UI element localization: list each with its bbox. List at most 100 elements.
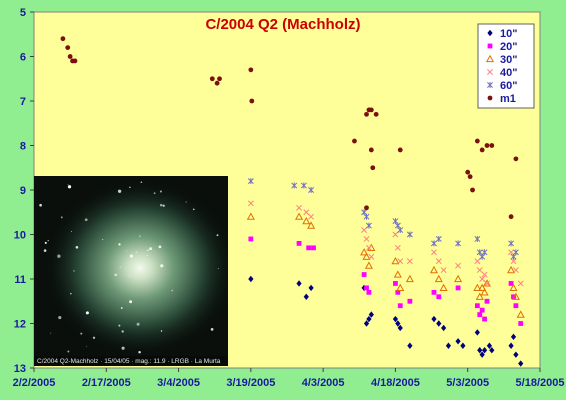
data-point — [482, 316, 487, 322]
data-point — [513, 303, 519, 309]
data-point — [482, 279, 492, 287]
data-point — [465, 169, 471, 175]
data-point — [477, 347, 483, 354]
data-point — [511, 292, 520, 300]
data-point — [65, 45, 71, 50]
data-point — [445, 342, 452, 349]
data-point — [303, 293, 309, 300]
data-point — [300, 182, 307, 189]
data-point — [397, 227, 404, 234]
y-tick-label: 5 — [20, 7, 26, 19]
data-point — [511, 294, 516, 300]
data-point — [518, 321, 524, 326]
data-point — [296, 241, 302, 246]
data-point — [480, 288, 489, 296]
y-tick-label: 10 — [14, 230, 26, 242]
data-point — [296, 204, 303, 211]
data-point — [363, 320, 370, 327]
data-point — [296, 280, 302, 287]
data-point — [397, 258, 404, 265]
legend-marker — [485, 54, 495, 63]
data-point — [509, 283, 518, 291]
data-point — [364, 261, 373, 269]
series-3 — [247, 200, 524, 287]
legend-marker — [487, 29, 493, 37]
series-4 — [247, 178, 519, 260]
data-point — [489, 143, 495, 148]
data-point — [429, 265, 439, 274]
data-point — [248, 67, 254, 73]
data-point — [395, 320, 401, 327]
data-point — [361, 227, 368, 234]
data-point — [295, 212, 304, 220]
data-point — [217, 76, 222, 82]
legend-label: 60" — [500, 80, 517, 92]
legend: 10"20"30"40"60"m1 — [477, 23, 535, 109]
data-point — [508, 281, 514, 286]
data-point — [365, 244, 372, 251]
data-point — [431, 289, 437, 295]
data-point — [455, 338, 461, 345]
data-point — [460, 342, 466, 349]
data-point — [308, 213, 315, 220]
data-point — [311, 245, 316, 251]
data-point — [370, 165, 376, 171]
data-point — [479, 307, 485, 313]
data-point — [396, 283, 405, 291]
data-point — [436, 294, 442, 300]
legend-marker — [487, 69, 493, 75]
data-point — [407, 298, 413, 304]
data-point — [470, 187, 475, 193]
series-1 — [248, 236, 524, 326]
data-point — [454, 274, 463, 283]
data-point — [475, 292, 484, 300]
legend-label: m1 — [500, 93, 516, 105]
inset-caption: C/2004 Q2-Machholz · 15/04/05 · mag.: 11… — [37, 358, 221, 365]
data-point — [363, 213, 370, 220]
data-point — [479, 147, 485, 153]
legend-marker — [487, 95, 493, 101]
y-tick-label: 13 — [14, 363, 26, 375]
data-point — [306, 245, 312, 251]
data-point — [364, 111, 369, 117]
comet-photo-inset: C/2004 Q2-Machholz · 15/04/05 · mag.: 11… — [34, 176, 228, 366]
data-point — [431, 249, 437, 256]
legend-label: 40" — [500, 67, 517, 79]
data-point — [477, 312, 483, 317]
x-tick-label: 5/3/2005 — [446, 377, 489, 389]
data-point — [308, 187, 315, 193]
data-point — [397, 303, 403, 309]
data-point — [512, 267, 519, 274]
legend-label: 20" — [500, 41, 517, 53]
data-point — [476, 267, 483, 274]
data-point — [481, 347, 488, 354]
legend-marker — [487, 43, 493, 49]
data-point — [508, 342, 514, 349]
data-point — [246, 212, 255, 220]
data-point — [455, 240, 462, 247]
data-point — [467, 174, 473, 180]
data-point — [406, 258, 413, 265]
data-point — [473, 283, 482, 291]
data-point — [484, 298, 490, 304]
y-tick-label: 8 — [20, 141, 26, 153]
data-point — [214, 80, 220, 86]
data-point — [249, 98, 255, 104]
data-point — [373, 111, 379, 117]
y-tick-label: 7 — [20, 96, 26, 108]
data-point — [361, 284, 367, 292]
data-point — [479, 276, 486, 282]
data-points — [60, 36, 525, 367]
x-tick-label: 3/19/2005 — [226, 377, 275, 389]
data-point — [406, 231, 413, 238]
data-point — [508, 249, 515, 256]
data-point — [481, 249, 488, 256]
data-point — [392, 315, 399, 323]
data-point — [291, 182, 298, 189]
data-point — [72, 58, 78, 64]
data-point — [361, 272, 367, 277]
data-point — [517, 280, 524, 287]
data-point — [431, 240, 437, 247]
data-point — [67, 54, 73, 59]
